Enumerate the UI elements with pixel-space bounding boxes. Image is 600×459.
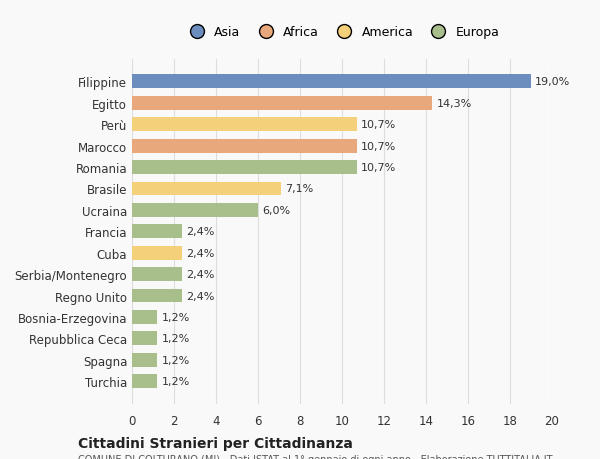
Text: 2,4%: 2,4%: [187, 227, 215, 237]
Bar: [132, 353, 157, 367]
Legend: Asia, Africa, America, Europa: Asia, Africa, America, Europa: [179, 21, 505, 44]
Bar: [132, 310, 157, 324]
Text: 1,2%: 1,2%: [161, 355, 190, 365]
Bar: [132, 332, 157, 346]
Text: 10,7%: 10,7%: [361, 141, 396, 151]
Bar: [132, 375, 157, 388]
Bar: [132, 246, 182, 260]
Bar: [132, 182, 281, 196]
Bar: [132, 268, 182, 281]
Text: 10,7%: 10,7%: [361, 163, 396, 173]
Text: 1,2%: 1,2%: [161, 312, 190, 322]
Text: 2,4%: 2,4%: [187, 291, 215, 301]
Bar: [132, 203, 258, 218]
Bar: [132, 140, 356, 153]
Text: 14,3%: 14,3%: [437, 99, 472, 109]
Bar: [132, 225, 182, 239]
Text: 2,4%: 2,4%: [187, 248, 215, 258]
Bar: [132, 289, 182, 303]
Text: COMUNE DI COLTURANO (MI) - Dati ISTAT al 1° gennaio di ogni anno - Elaborazione : COMUNE DI COLTURANO (MI) - Dati ISTAT al…: [78, 453, 553, 459]
Text: 19,0%: 19,0%: [535, 77, 571, 87]
Text: 1,2%: 1,2%: [161, 376, 190, 386]
Text: 1,2%: 1,2%: [161, 334, 190, 344]
Bar: [132, 75, 531, 89]
Text: 6,0%: 6,0%: [262, 206, 290, 215]
Text: 7,1%: 7,1%: [286, 184, 314, 194]
Text: Cittadini Stranieri per Cittadinanza: Cittadini Stranieri per Cittadinanza: [78, 436, 353, 450]
Bar: [132, 118, 356, 132]
Bar: [132, 97, 432, 111]
Bar: [132, 161, 356, 175]
Text: 10,7%: 10,7%: [361, 120, 396, 130]
Text: 2,4%: 2,4%: [187, 269, 215, 280]
